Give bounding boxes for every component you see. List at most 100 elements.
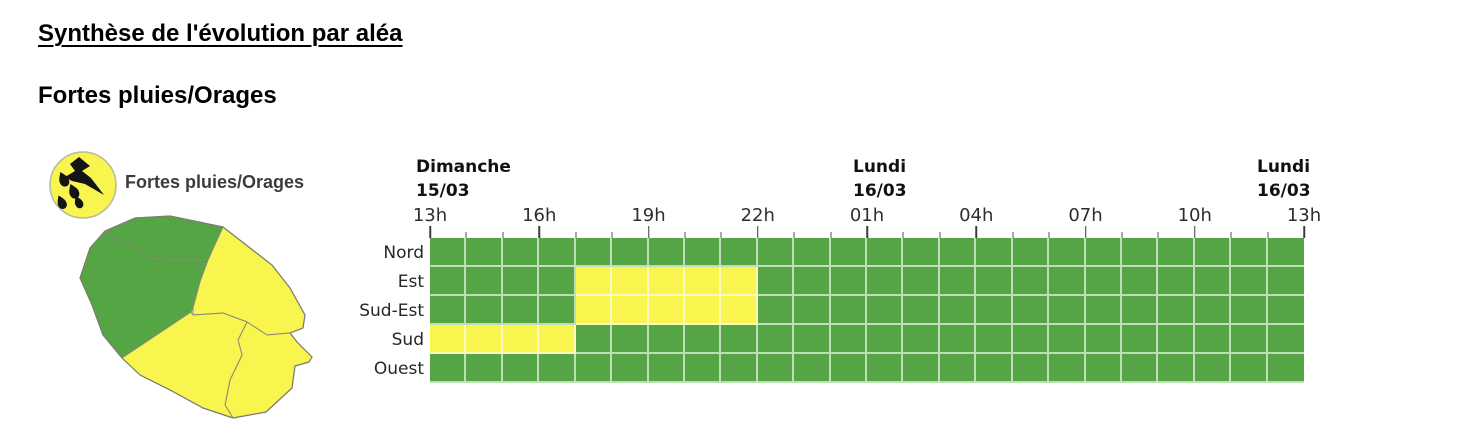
grid-cell-green bbox=[648, 354, 685, 383]
grid-cell-green bbox=[612, 354, 649, 383]
grid-cell-green bbox=[430, 296, 467, 325]
grid-cell-green bbox=[976, 238, 1013, 267]
grid-cell-green bbox=[1158, 296, 1195, 325]
grid-cell-yellow bbox=[721, 267, 758, 296]
grid-cell-green bbox=[1267, 325, 1304, 354]
grid-cell-green bbox=[466, 238, 503, 267]
grid-cell-green bbox=[1012, 267, 1050, 296]
hour-tick-label: 10h bbox=[1177, 205, 1212, 226]
grid-cell-green bbox=[867, 354, 904, 383]
hour-tick-label: 19h bbox=[631, 205, 666, 226]
minor-tick bbox=[720, 232, 722, 238]
grid-cell-green bbox=[867, 267, 904, 296]
grid-cell-green bbox=[1085, 354, 1122, 383]
grid-cell-green bbox=[502, 267, 540, 296]
grid-cell-green bbox=[684, 325, 722, 354]
major-tick bbox=[975, 226, 977, 238]
grid-cell-green bbox=[757, 296, 795, 325]
grid-cell-yellow bbox=[684, 267, 722, 296]
grid-cell-yellow bbox=[575, 296, 613, 325]
hazard-subtitle: Fortes pluies/Orages bbox=[38, 82, 277, 109]
minor-tick bbox=[1267, 232, 1269, 238]
grid-cell-yellow bbox=[539, 325, 576, 354]
grid-cell-green bbox=[976, 296, 1013, 325]
grid-cell-green bbox=[830, 267, 867, 296]
hour-tick-label: 16h bbox=[522, 205, 557, 226]
minor-tick bbox=[575, 232, 577, 238]
minor-tick bbox=[830, 232, 832, 238]
grid-cell-green bbox=[794, 238, 831, 267]
minor-tick bbox=[793, 232, 795, 238]
grid-cell-green bbox=[1194, 325, 1232, 354]
grid-cell-green bbox=[721, 325, 758, 354]
grid-cell-green bbox=[939, 267, 977, 296]
axis-ticks bbox=[429, 226, 1305, 238]
minor-tick bbox=[1157, 232, 1159, 238]
grid-cell-yellow bbox=[466, 325, 503, 354]
reunion-map bbox=[79, 215, 313, 419]
minor-tick bbox=[611, 232, 613, 238]
grid-cell-green bbox=[794, 325, 831, 354]
minor-tick bbox=[502, 232, 504, 238]
grid-cell-green bbox=[1012, 238, 1050, 267]
timeline-grid bbox=[430, 238, 1304, 383]
zone-row-label: Nord bbox=[383, 242, 424, 263]
grid-cell-green bbox=[1121, 354, 1159, 383]
grid-cell-green bbox=[1012, 296, 1050, 325]
grid-cell-green bbox=[757, 325, 795, 354]
grid-cell-green bbox=[684, 238, 722, 267]
grid-cell-green bbox=[939, 325, 977, 354]
grid-cell-green bbox=[430, 267, 467, 296]
grid-cell-green bbox=[1012, 325, 1050, 354]
grid-cell-green bbox=[1012, 354, 1050, 383]
grid-cell-green bbox=[575, 354, 613, 383]
grid-cell-green bbox=[976, 267, 1013, 296]
grid-cell-green bbox=[903, 296, 940, 325]
grid-cell-yellow bbox=[684, 296, 722, 325]
grid-cell-green bbox=[939, 296, 977, 325]
minor-tick bbox=[465, 232, 467, 238]
grid-cell-green bbox=[939, 238, 977, 267]
grid-cell-green bbox=[684, 354, 722, 383]
major-tick bbox=[647, 226, 650, 238]
grid-cell-yellow bbox=[721, 296, 758, 325]
major-tick bbox=[429, 226, 431, 238]
grid-cell-green bbox=[903, 354, 940, 383]
minor-tick bbox=[1048, 232, 1050, 238]
grid-cell-yellow bbox=[648, 267, 685, 296]
grid-cell-green bbox=[976, 325, 1013, 354]
grid-cell-green bbox=[903, 325, 940, 354]
grid-cell-green bbox=[430, 238, 467, 267]
grid-cell-yellow bbox=[648, 296, 685, 325]
day-label: Dimanche 15/03 bbox=[416, 157, 511, 201]
hour-tick-label: 04h bbox=[959, 205, 994, 226]
grid-cell-green bbox=[1231, 238, 1268, 267]
alert-icon-circle bbox=[49, 151, 117, 219]
grid-cell-green bbox=[1049, 354, 1086, 383]
grid-cell-yellow bbox=[575, 267, 613, 296]
day-label: Lundi 16/03 bbox=[853, 157, 907, 201]
page-title: Synthèse de l'évolution par aléa bbox=[38, 20, 403, 47]
grid-cell-green bbox=[1194, 296, 1232, 325]
grid-cell-green bbox=[1085, 325, 1122, 354]
grid-cell-green bbox=[575, 238, 613, 267]
island-outline bbox=[79, 215, 313, 419]
grid-cell-yellow bbox=[612, 267, 649, 296]
grid-cell-green bbox=[757, 267, 795, 296]
grid-cell-green bbox=[466, 354, 503, 383]
minor-tick bbox=[1012, 232, 1014, 238]
hour-tick-label: 13h bbox=[412, 205, 448, 226]
grid-cell-green bbox=[502, 354, 540, 383]
grid-cell-green bbox=[721, 354, 758, 383]
grid-cell-green bbox=[1085, 238, 1122, 267]
zone-row-label: Ouest bbox=[373, 358, 424, 379]
zone-row-labels: Nord Est Sud-Est Sud Ouest bbox=[280, 238, 424, 383]
grid-cell-green bbox=[1085, 296, 1122, 325]
grid-cell-green bbox=[1194, 238, 1232, 267]
minor-tick bbox=[1230, 232, 1232, 238]
grid-cell-green bbox=[939, 354, 977, 383]
grid-cell-green bbox=[794, 354, 831, 383]
grid-cell-green bbox=[1267, 354, 1304, 383]
grid-cell-green bbox=[794, 296, 831, 325]
